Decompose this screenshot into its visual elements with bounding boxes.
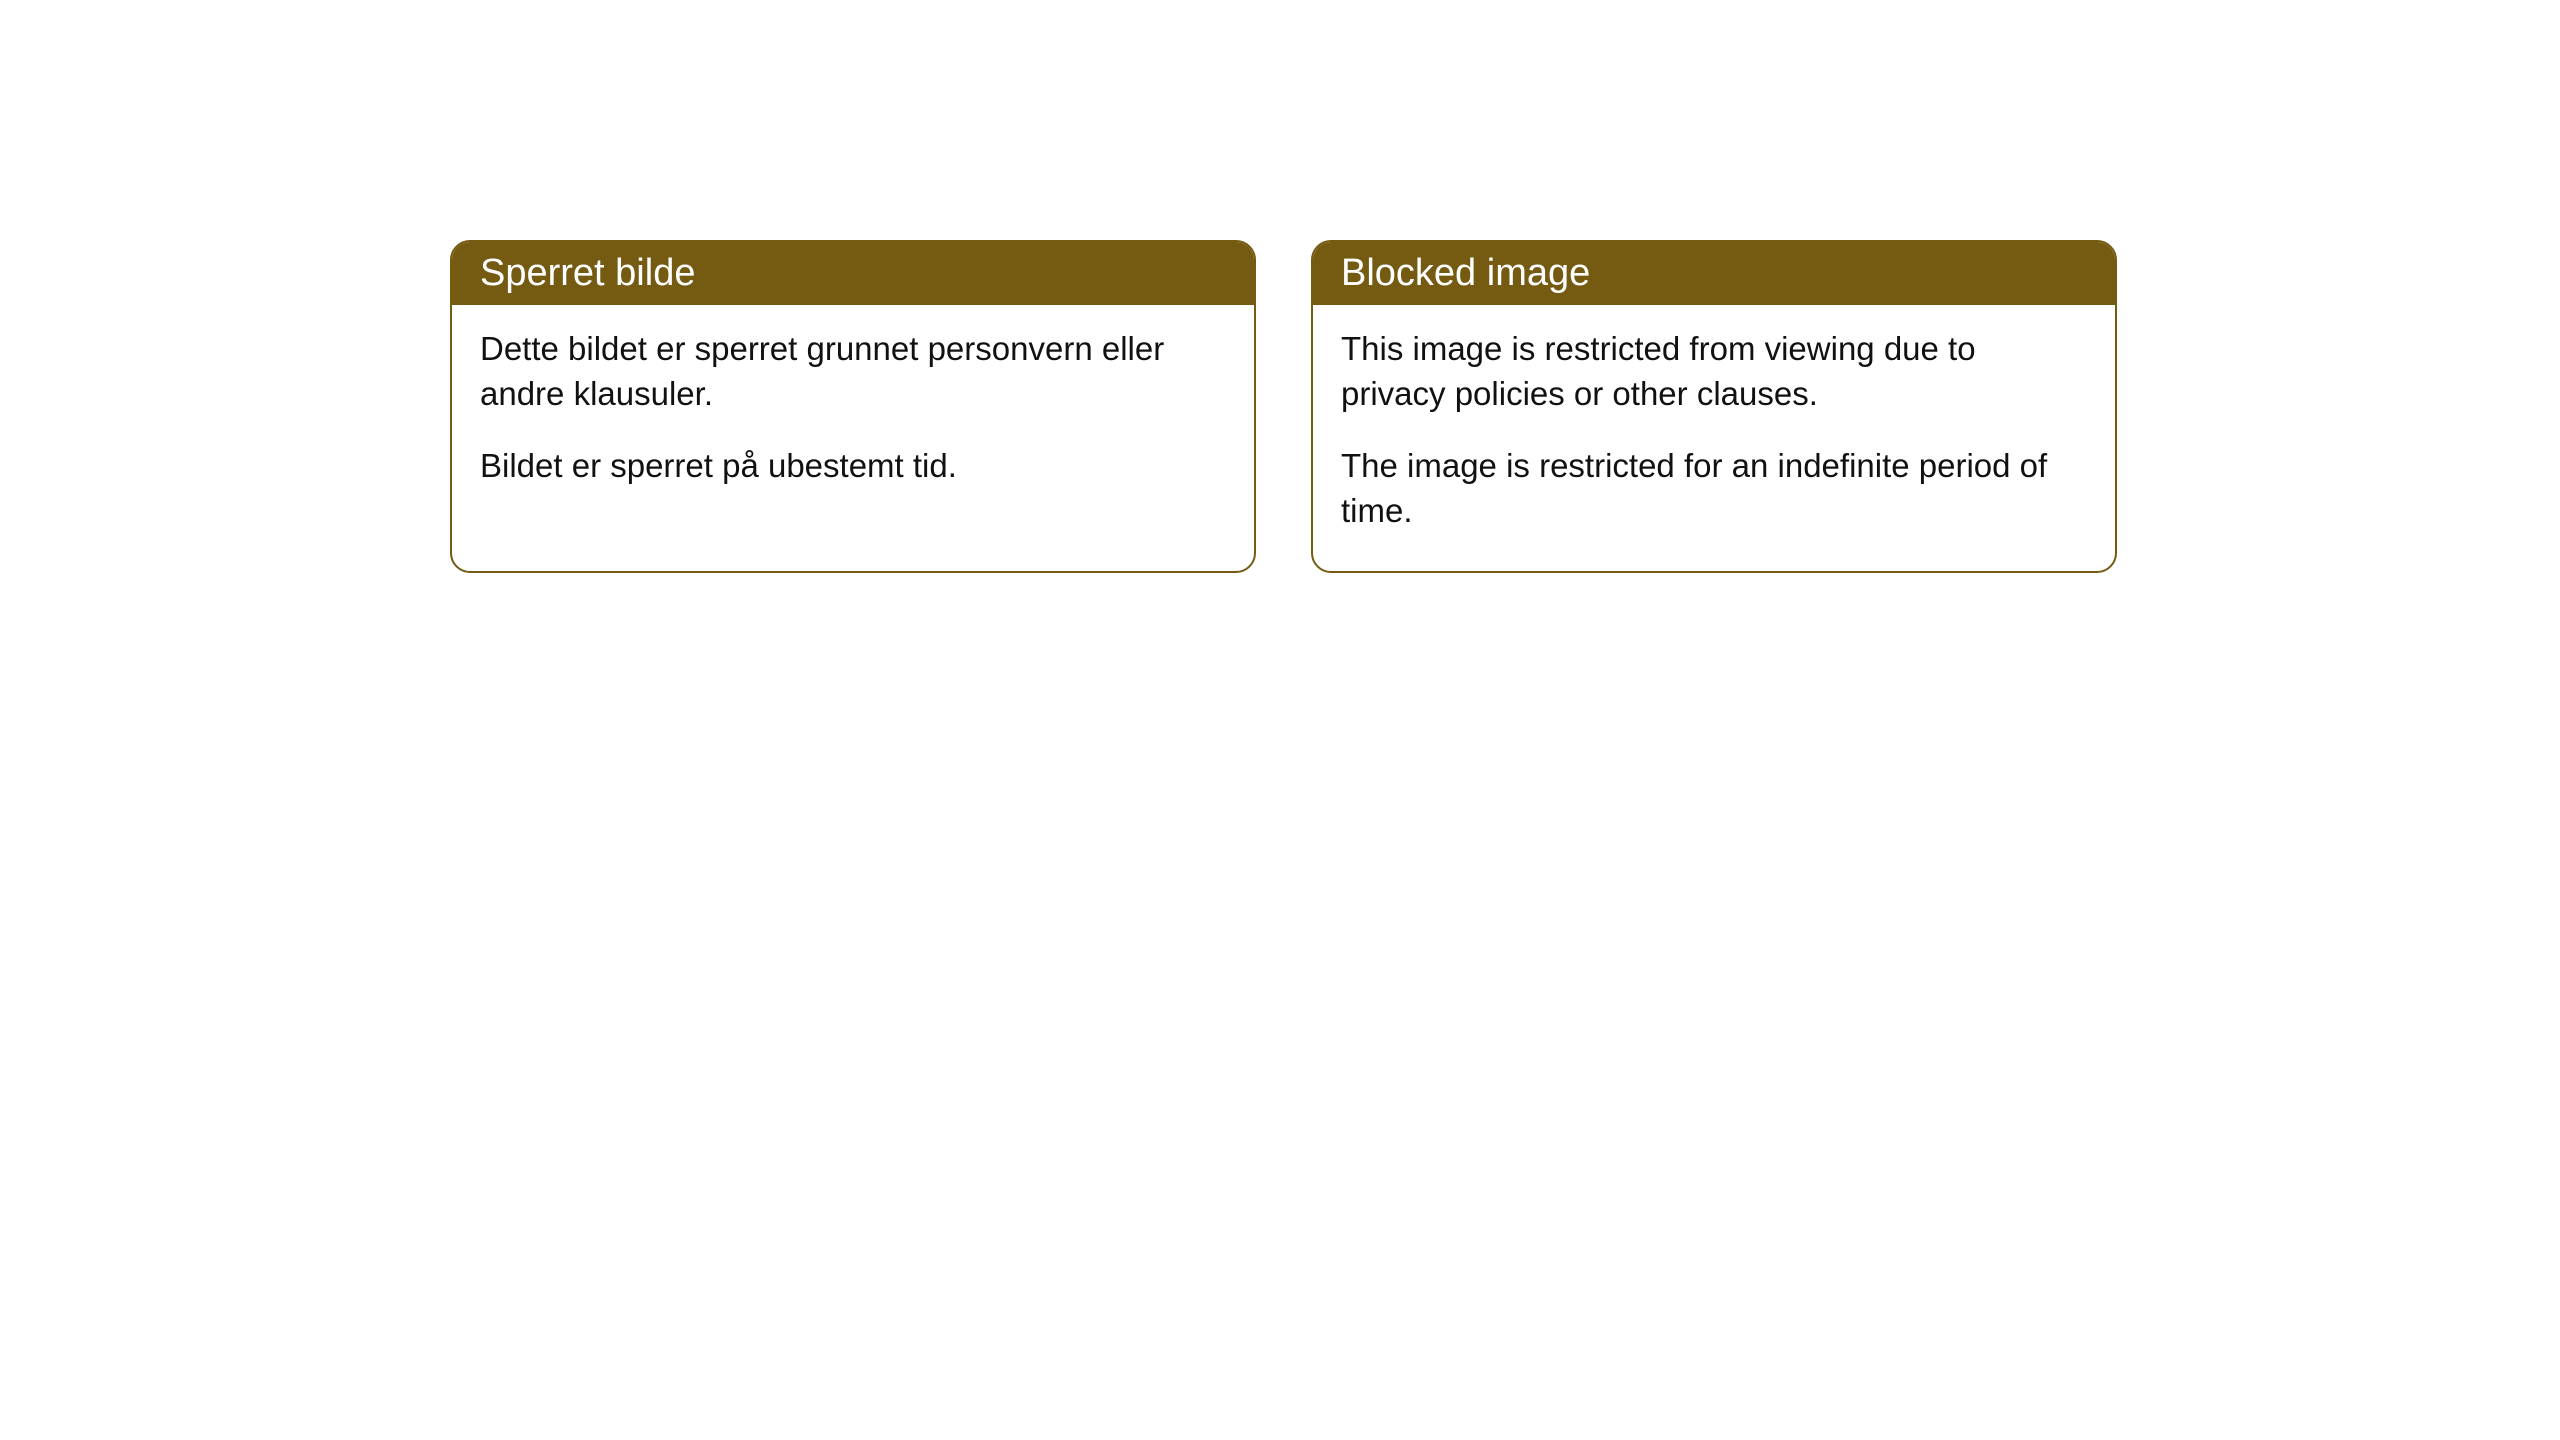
card-english: Blocked image This image is restricted f… <box>1311 240 2117 573</box>
cards-container: Sperret bilde Dette bildet er sperret gr… <box>450 240 2117 573</box>
card-norwegian: Sperret bilde Dette bildet er sperret gr… <box>450 240 1256 573</box>
card-paragraph: Bildet er sperret på ubestemt tid. <box>480 444 1226 489</box>
card-paragraph: The image is restricted for an indefinit… <box>1341 444 2087 533</box>
card-title: Blocked image <box>1341 252 1590 294</box>
card-header: Blocked image <box>1313 242 2115 305</box>
card-body: Dette bildet er sperret grunnet personve… <box>452 305 1254 527</box>
card-header: Sperret bilde <box>452 242 1254 305</box>
card-body: This image is restricted from viewing du… <box>1313 305 2115 571</box>
card-title: Sperret bilde <box>480 252 695 294</box>
card-paragraph: This image is restricted from viewing du… <box>1341 327 2087 416</box>
card-paragraph: Dette bildet er sperret grunnet personve… <box>480 327 1226 416</box>
